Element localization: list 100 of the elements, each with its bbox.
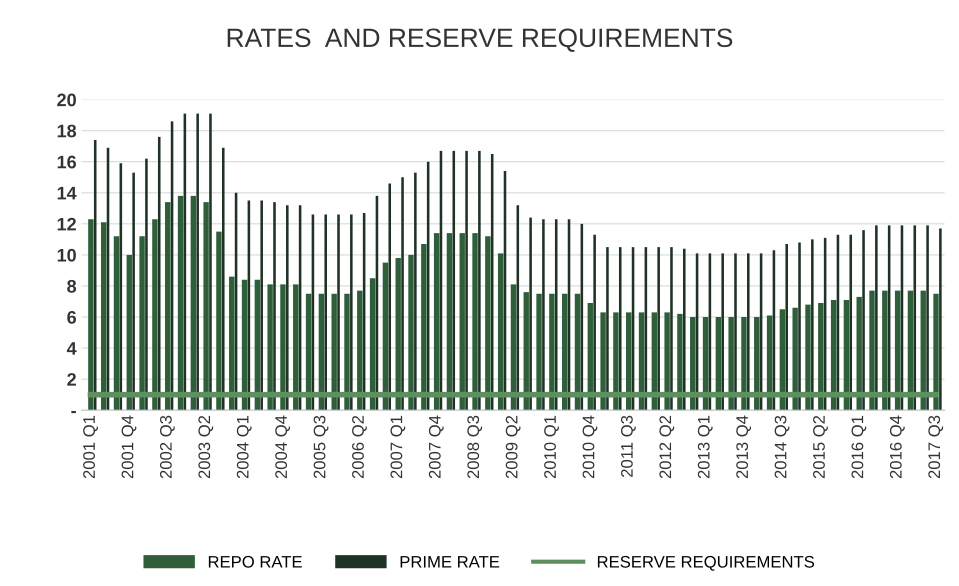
x-tick-label: 2017 Q3: [928, 416, 944, 478]
bar: [485, 236, 491, 410]
bar: [708, 253, 712, 410]
bar: [798, 242, 801, 410]
y-tick-label: 18: [58, 124, 76, 138]
bar: [434, 233, 440, 410]
bar: [100, 222, 106, 410]
bar: [337, 214, 340, 410]
bar: [747, 253, 750, 410]
bar: [734, 253, 737, 410]
bar: [190, 196, 196, 410]
x-tick-label: 2008 Q3: [467, 416, 482, 478]
bar: [452, 150, 456, 410]
x-tick-label: 2002 Q3: [160, 416, 175, 478]
bar: [88, 219, 94, 410]
x-tick-label: 2001 Q4: [122, 416, 136, 478]
bar: [234, 192, 238, 410]
bar: [145, 158, 148, 410]
x-tick-label: 2004 Q4: [275, 416, 290, 478]
bar: [716, 317, 722, 410]
bar: [440, 150, 442, 410]
bar: [421, 244, 426, 410]
bar: [267, 284, 273, 410]
x-tick-label: 2013 Q4: [736, 416, 752, 478]
bar: [426, 162, 430, 410]
x-tick-label: 2016 Q1: [851, 416, 866, 478]
bar: [209, 114, 212, 410]
y-tick-label: 10: [58, 248, 76, 262]
bar: [139, 236, 145, 410]
bar: [216, 232, 222, 410]
bar: [350, 214, 353, 410]
y-tick-label: 8: [67, 280, 76, 293]
bar: [939, 228, 942, 410]
x-tick-label: 2003 Q2: [198, 416, 214, 478]
bar: [414, 172, 417, 410]
bar: [644, 247, 648, 410]
bar: [580, 224, 584, 410]
bar: [388, 183, 392, 410]
bar: [824, 238, 826, 410]
bar: [632, 247, 634, 410]
bar: [478, 150, 481, 410]
bar: [754, 317, 760, 410]
bar: [184, 114, 186, 410]
bar: [165, 202, 170, 410]
bar: [875, 225, 878, 410]
bar: [811, 239, 814, 410]
bar: [657, 247, 660, 410]
bar: [524, 292, 529, 410]
bar: [504, 171, 506, 410]
bar: [498, 253, 504, 410]
bar: [446, 233, 452, 410]
bar: [203, 202, 209, 410]
bar: [516, 205, 520, 410]
bar: [529, 218, 532, 410]
y-tick-label: 2: [67, 373, 76, 386]
bar: [721, 253, 724, 410]
bar: [670, 247, 673, 410]
y-tick-label: -: [71, 410, 76, 414]
bar: [606, 247, 609, 410]
x-tick-label: 2010 Q1: [544, 416, 559, 478]
bar: [600, 312, 606, 410]
bar: [542, 219, 545, 410]
bar: [396, 258, 401, 410]
bar: [362, 212, 366, 410]
bar: [472, 233, 478, 410]
bar: [913, 225, 916, 410]
bar: [554, 219, 558, 410]
x-tick-label: 2012 Q2: [659, 416, 674, 478]
bar: [888, 225, 890, 410]
bar: [286, 205, 289, 410]
bar: [152, 219, 158, 410]
bar: [178, 196, 184, 410]
bar: [818, 303, 824, 410]
bar: [126, 254, 132, 410]
bar: [222, 148, 225, 410]
x-tick-label: 2009 Q2: [506, 416, 521, 478]
bar: [664, 312, 670, 410]
bar: [170, 121, 174, 410]
bar: [690, 317, 696, 410]
bar: [120, 163, 122, 410]
bar: [677, 314, 683, 410]
bar: [760, 253, 762, 410]
bar: [894, 290, 900, 410]
bar: [908, 290, 914, 410]
y-tick-label: 16: [58, 156, 76, 168]
bar: [94, 140, 96, 410]
x-tick-label: 2004 Q1: [236, 416, 252, 478]
bar: [900, 225, 904, 410]
bar: [626, 312, 632, 410]
x-tick-label: 2016 Q4: [890, 416, 905, 478]
y-tick-label: 14: [58, 186, 77, 200]
bar: [229, 276, 234, 410]
bar: [382, 262, 388, 410]
y-tick-label: 6: [67, 310, 76, 324]
bar: [293, 284, 298, 410]
bar: [785, 244, 788, 410]
x-tick-label: 2010 Q4: [582, 416, 598, 478]
bar: [357, 290, 362, 410]
bar: [465, 150, 468, 410]
legend-label: REPO RATE: [208, 556, 302, 568]
